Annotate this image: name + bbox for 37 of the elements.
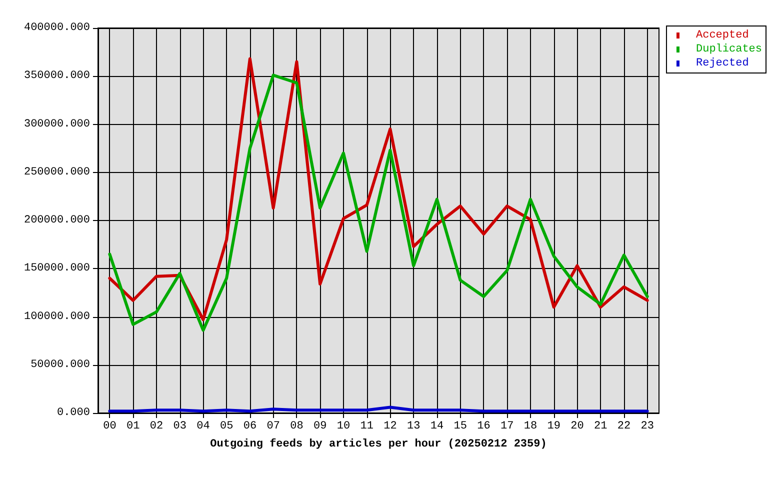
x-tick-label: 16 <box>477 420 490 432</box>
x-tick-label: 08 <box>290 420 304 432</box>
y-tick-label: 50000.000 <box>30 358 90 371</box>
legend-label: Duplicates <box>696 44 762 56</box>
legend-label: Rejected <box>696 58 749 70</box>
x-tick-label: 06 <box>243 420 257 432</box>
x-tick-label: 03 <box>173 420 186 432</box>
x-tick-label: 18 <box>524 420 538 432</box>
x-tick-label: 17 <box>500 420 514 432</box>
x-tick-label: 15 <box>454 420 467 432</box>
x-tick-label: 20 <box>570 420 584 432</box>
x-tick-label: 11 <box>360 420 374 432</box>
x-tick-label: 04 <box>196 420 210 432</box>
y-tick-label: 400000.000 <box>24 22 90 34</box>
x-tick-label: 01 <box>126 420 140 432</box>
y-tick-label: 150000.000 <box>24 262 90 275</box>
y-tick-label: 250000.000 <box>24 166 90 178</box>
x-tick-label: 19 <box>547 420 560 432</box>
x-tick-label: 14 <box>430 420 444 432</box>
y-tick-label: 300000.000 <box>24 118 90 130</box>
x-tick-label: 05 <box>220 420 234 432</box>
x-tick-label: 00 <box>103 420 116 432</box>
x-tick-label: 22 <box>617 420 631 432</box>
y-tick-label: 350000.000 <box>24 70 90 82</box>
x-tick-label: 13 <box>406 420 420 432</box>
x-axis-title: Outgoing feeds by articles per hour (20250212 2359) <box>210 438 547 450</box>
x-tick-label: 12 <box>384 420 397 432</box>
y-tick-label: 0.000 <box>56 407 90 419</box>
x-tick-label: 21 <box>594 420 608 432</box>
x-tick-label: 23 <box>640 420 654 432</box>
x-tick-label: 02 <box>150 420 164 432</box>
x-tick-label: 09 <box>313 420 327 432</box>
y-tick-label: 100000.000 <box>24 310 90 323</box>
y-tick-label: 200000.000 <box>24 214 90 226</box>
x-tick-label: 10 <box>336 420 350 432</box>
x-tick-label: 07 <box>266 420 280 432</box>
legend-label: Accepted <box>696 30 749 42</box>
